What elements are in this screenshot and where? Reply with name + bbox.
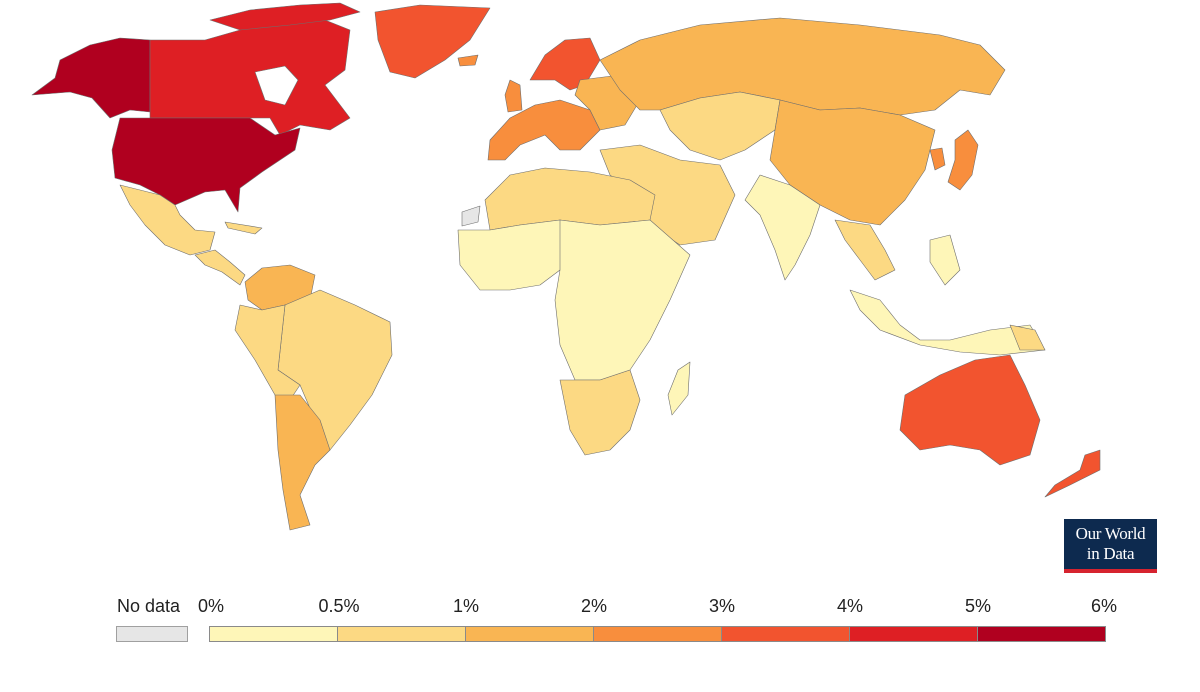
- region-australia[interactable]: [899, 354, 1041, 466]
- logo-line-2: in Data: [1086, 544, 1135, 563]
- region-korea[interactable]: [929, 147, 946, 171]
- region-indonesia[interactable]: [849, 289, 1046, 356]
- region-arctic-islands[interactable]: [209, 2, 361, 31]
- legend-threshold-7: 6%: [1090, 596, 1118, 616]
- legend-no-data-label: No data: [117, 596, 181, 616]
- region-usa[interactable]: [111, 117, 301, 213]
- region-argentina-chile[interactable]: [274, 394, 331, 531]
- region-central-america[interactable]: [194, 249, 246, 286]
- region-new-zealand[interactable]: [1044, 449, 1101, 498]
- region-china[interactable]: [769, 99, 936, 226]
- region-philippines[interactable]: [929, 234, 961, 286]
- legend-threshold-6: 5%: [964, 596, 992, 616]
- legend-bin-5[interactable]: [849, 626, 978, 642]
- region-southeast-asia[interactable]: [834, 219, 896, 281]
- legend-bin-4[interactable]: [721, 626, 850, 642]
- region-canada[interactable]: [149, 17, 351, 136]
- legend-threshold-5: 4%: [836, 596, 864, 616]
- legend-bin-0[interactable]: [209, 626, 338, 642]
- map-legend: No data 0% 0.5% 1% 2% 3% 4% 5% 6%: [0, 596, 1200, 656]
- region-papua-new-guinea[interactable]: [1009, 324, 1046, 351]
- region-iceland[interactable]: [457, 54, 479, 67]
- legend-threshold-2: 1%: [452, 596, 480, 616]
- region-western-sahara[interactable]: [461, 205, 481, 227]
- region-india[interactable]: [744, 174, 821, 281]
- our-world-in-data-logo[interactable]: Our World in Data: [1064, 519, 1157, 573]
- region-uk[interactable]: [504, 79, 523, 113]
- region-japan[interactable]: [947, 129, 979, 191]
- legend-color-bins: [209, 626, 1106, 642]
- region-western-europe[interactable]: [487, 99, 601, 161]
- legend-threshold-1: 0.5%: [318, 596, 360, 616]
- region-kazakhstan-central-asia[interactable]: [659, 91, 781, 161]
- region-east-central-africa[interactable]: [554, 219, 691, 381]
- region-hudson-bay: [254, 65, 299, 106]
- region-mexico[interactable]: [119, 184, 216, 256]
- legend-bin-3[interactable]: [593, 626, 722, 642]
- logo-line-1: Our World: [1075, 524, 1146, 543]
- region-peru-bolivia[interactable]: [234, 304, 301, 401]
- legend-threshold-4: 3%: [708, 596, 736, 616]
- region-alaska[interactable]: [31, 37, 151, 119]
- legend-bin-6[interactable]: [977, 626, 1106, 642]
- legend-threshold-3: 2%: [580, 596, 608, 616]
- region-cuba[interactable]: [224, 221, 263, 235]
- region-madagascar[interactable]: [667, 361, 691, 416]
- legend-bin-2[interactable]: [465, 626, 594, 642]
- legend-threshold-0: 0%: [197, 596, 225, 616]
- region-greenland[interactable]: [374, 4, 491, 79]
- legend-no-data-swatch: [116, 626, 188, 642]
- region-russia[interactable]: [599, 17, 1006, 116]
- legend-bin-1[interactable]: [337, 626, 466, 642]
- world-choropleth-map: [31, 2, 1101, 531]
- region-southern-africa[interactable]: [559, 369, 641, 456]
